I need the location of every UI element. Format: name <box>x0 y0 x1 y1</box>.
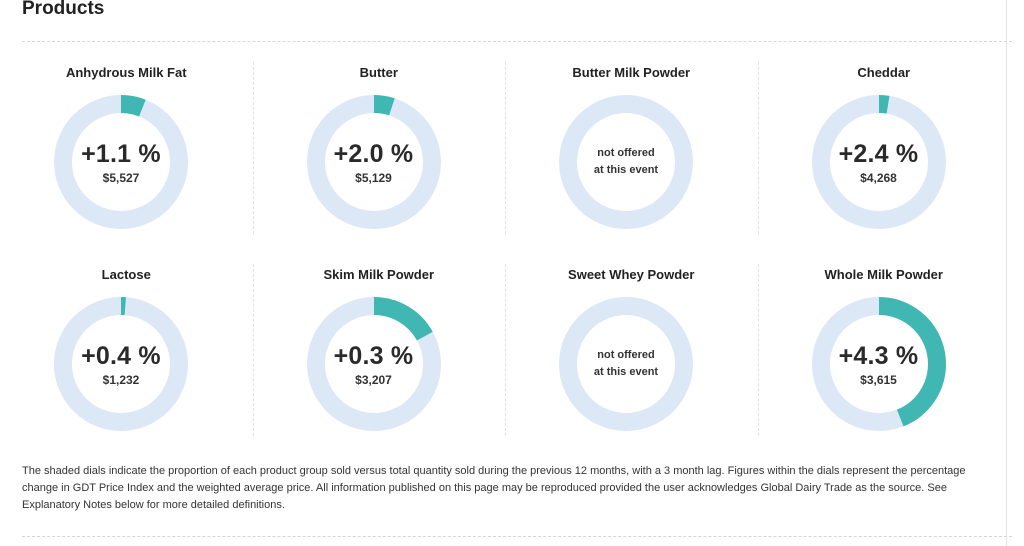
top-divider <box>22 41 1012 42</box>
not-offered-text: at this event <box>593 366 659 378</box>
product-card-butter-milk-powder: Butter Milk Powder not offered at this ev… <box>505 56 758 258</box>
dial-graphic <box>54 95 188 229</box>
price-index-change: +0.3 % <box>333 341 414 370</box>
products-row-1: Anhydrous Milk Fat +1.1 % $5,527 Butter +… <box>0 56 1010 258</box>
dial-center: not offered at this event <box>558 94 694 230</box>
product-card-skim-milk-powder: Skim Milk Powder +0.3 % $3,207 <box>252 258 506 460</box>
product-name: Whole Milk Powder <box>824 267 943 282</box>
product-card-anhydrous-milk-fat: Anhydrous Milk Fat +1.1 % $5,527 <box>0 56 253 258</box>
product-name: Sweet Whey Powder <box>568 267 695 282</box>
product-dial: +0.3 % $3,207 <box>306 296 442 432</box>
dial-share-arc <box>54 297 188 431</box>
price-index-change: +2.0 % <box>333 139 414 168</box>
price-index-change: +2.4 % <box>838 139 919 168</box>
dial-graphic <box>811 95 946 229</box>
dial-share-arc <box>811 95 946 229</box>
average-price: $5,527 <box>102 170 140 185</box>
dial-center: not offered at this event <box>558 296 694 432</box>
dial-center: +2.4 % $4,268 <box>811 94 947 230</box>
average-price: $3,615 <box>860 372 897 387</box>
product-name: Butter Milk Powder <box>572 65 691 80</box>
dial-center: +1.1 % $5,527 <box>53 94 189 230</box>
dial-graphic <box>306 95 441 229</box>
product-dial: +1.1 % $5,527 <box>53 94 189 230</box>
product-dial: +2.4 % $4,268 <box>811 94 947 230</box>
product-dial: +2.0 % $5,129 <box>306 94 442 230</box>
product-card-sweet-whey-powder: Sweet Whey Powder not offered at this eve… <box>505 258 758 460</box>
product-dial: not offered at this event <box>558 94 694 230</box>
product-name: Butter <box>359 65 398 80</box>
product-dial: +4.3 % $3,615 <box>811 296 947 432</box>
not-offered-text: at this event <box>593 164 659 176</box>
dial-share-arc <box>306 297 441 431</box>
product-card-lactose: Lactose +0.4 % $1,232 <box>0 258 253 460</box>
price-index-change: +1.1 % <box>81 139 161 168</box>
dial-graphic <box>306 297 441 431</box>
dial-share-arc <box>54 95 188 229</box>
dial-graphic <box>54 297 188 431</box>
average-price: $3,207 <box>355 372 392 387</box>
product-dial: not offered at this event <box>558 296 694 432</box>
dial-center: +0.3 % $3,207 <box>306 296 442 432</box>
product-name: Skim Milk Powder <box>323 267 435 282</box>
dial-track <box>559 297 693 431</box>
products-row-2: Lactose +0.4 % $1,232 Skim Milk Powder +0… <box>0 258 1010 460</box>
dial-track <box>559 95 693 229</box>
product-card-whole-milk-powder: Whole Milk Powder +4.3 % $3,615 <box>757 258 1011 460</box>
product-name: Lactose <box>101 267 151 282</box>
dial-graphic <box>559 95 693 229</box>
product-name: Cheddar <box>857 65 911 80</box>
average-price: $1,232 <box>102 372 140 387</box>
product-name: Anhydrous Milk Fat <box>65 65 187 80</box>
product-dial: +0.4 % $1,232 <box>53 296 189 432</box>
dial-center: +2.0 % $5,129 <box>306 94 442 230</box>
footnote: The shaded dials indicate the proportion… <box>22 465 966 511</box>
dial-graphic <box>559 297 693 431</box>
page-edge-rule <box>1006 0 1007 546</box>
price-index-change: +0.4 % <box>81 341 161 370</box>
dial-graphic <box>811 297 946 431</box>
average-price: $5,129 <box>355 170 392 185</box>
dial-center: +0.4 % $1,232 <box>53 296 189 432</box>
section-title: Products <box>22 0 105 19</box>
dial-share-arc <box>811 297 946 431</box>
product-card-cheddar: Cheddar +2.4 % $4,268 <box>757 56 1011 258</box>
not-offered-text: not offered <box>597 147 655 159</box>
average-price: $4,268 <box>860 170 897 185</box>
products-grid: Anhydrous Milk Fat +1.1 % $5,527 Butter +… <box>0 56 1010 460</box>
dial-share-arc <box>306 95 441 229</box>
bottom-divider <box>22 536 1012 537</box>
price-index-change: +4.3 % <box>838 341 919 370</box>
not-offered-text: not offered <box>597 349 655 361</box>
dial-center: +4.3 % $3,615 <box>811 296 947 432</box>
product-card-butter: Butter +2.0 % $5,129 <box>252 56 506 258</box>
